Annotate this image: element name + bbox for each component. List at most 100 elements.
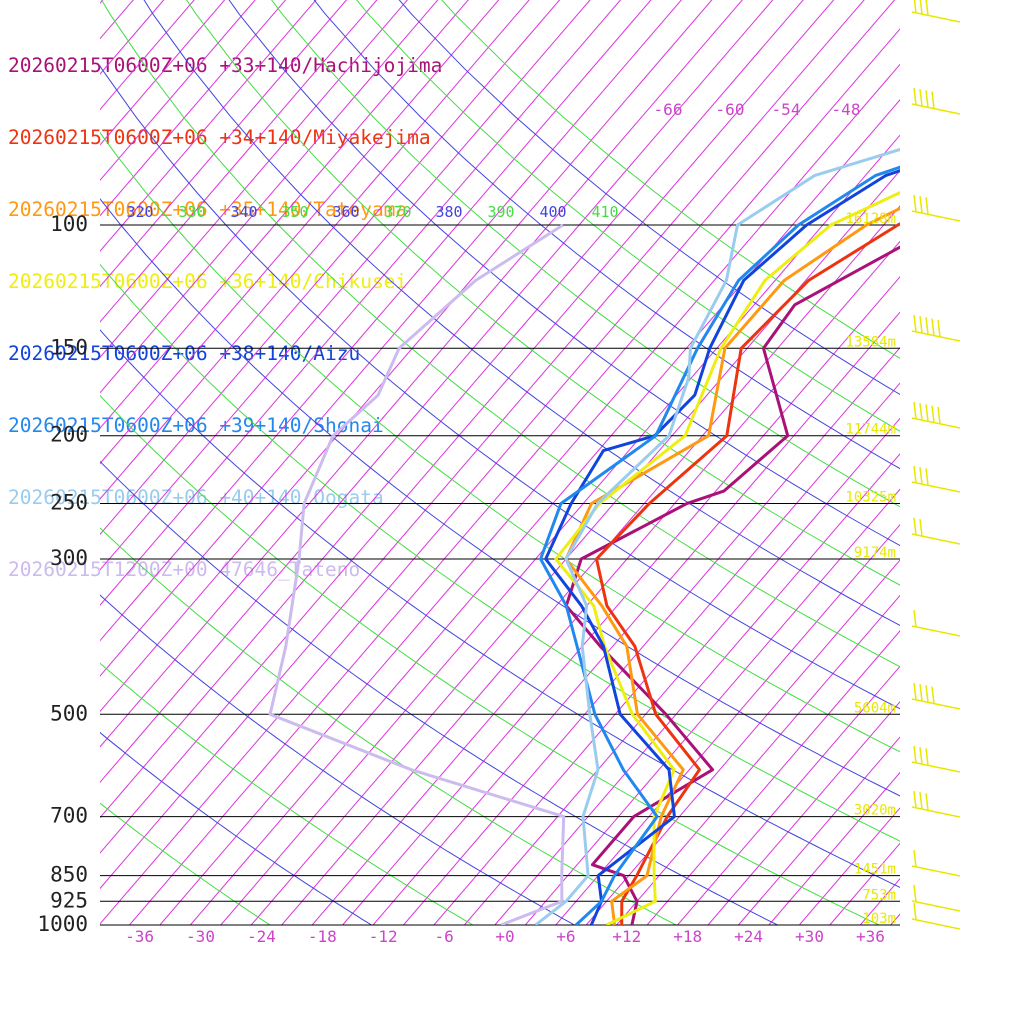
theta-line (100, 731, 372, 925)
profile-line (564, 206, 900, 925)
wind-barb-icon (937, 406, 941, 424)
height-label: 11744m (845, 422, 896, 438)
temp-tick-label: +0 (495, 927, 514, 946)
height-label: 16128m (845, 211, 896, 227)
wind-barb-icon (911, 806, 961, 818)
isotherm-line (464, 417, 900, 925)
theta-line (100, 594, 575, 925)
temp-tick-label: -24 (247, 927, 276, 946)
isotherm-line (100, 0, 408, 359)
isotherm-line (311, 240, 900, 925)
temp-tick-label: +36 (856, 927, 885, 946)
theta-label: 400 (539, 203, 566, 221)
isotherm-line (677, 665, 900, 925)
isotherm-line (100, 0, 713, 713)
theta-label: 410 (591, 203, 618, 221)
upper-temp-label: -66 (654, 100, 683, 119)
wind-barb-icon (911, 698, 961, 710)
temp-tick-label: +18 (673, 927, 702, 946)
isotherm-line (100, 0, 226, 146)
pressure-tick-100: 100 (50, 212, 88, 236)
wind-barb-icon (911, 900, 961, 912)
wind-barb-icon (919, 684, 923, 702)
wind-barb-icon (919, 403, 923, 421)
pressure-tick-300: 300 (50, 546, 88, 570)
temp-tick-label: -18 (308, 927, 337, 946)
isotherm-line (100, 0, 835, 854)
wind-barb-icon (925, 0, 929, 16)
profile-line (595, 222, 900, 925)
wind-barb-icon (913, 790, 917, 809)
pressure-tick-925: 925 (50, 888, 88, 912)
isotherm-line (859, 878, 900, 925)
theta-line (100, 198, 900, 797)
wind-barb-icon (919, 0, 923, 15)
isotherm-line (100, 0, 530, 500)
wind-barb-icon (911, 417, 961, 429)
temp-tick-label: +24 (734, 927, 763, 946)
isotherm-line (100, 0, 561, 536)
isotherm-line (159, 63, 900, 925)
wind-barb-icon (925, 468, 929, 486)
isotherm-line (798, 807, 900, 925)
isotherm-line (100, 0, 683, 677)
isotherm-line (433, 382, 900, 925)
isotherm-line (100, 0, 104, 5)
profile-line (268, 223, 566, 925)
wind-barb-icon (913, 884, 917, 903)
isotherm-line (100, 0, 743, 748)
theta-line (441, 0, 900, 359)
isotherm-line (100, 0, 500, 465)
isobars (100, 224, 900, 926)
wind-barb-icon (911, 330, 961, 342)
pressure-tick-700: 700 (50, 804, 88, 828)
temp-tick-label: -6 (434, 927, 453, 946)
wind-barb-icon (925, 404, 929, 422)
wind-barb-icon (913, 609, 917, 628)
isotherm-line (189, 99, 900, 925)
isotherm-line (0, 0, 239, 925)
isotherm-line (100, 0, 622, 606)
isotherm-line (100, 0, 134, 40)
pressure-tick-1000: 1000 (37, 912, 88, 936)
isotherm-line (100, 0, 591, 571)
theta-line (228, 0, 900, 547)
theta-line (313, 0, 900, 470)
legend-entry-tateyama: 20260215T0600Z+06 +35+140/Tateyama (8, 198, 408, 221)
isotherm-line (100, 0, 439, 394)
isotherm-line (952, 0, 1024, 925)
profile-line (564, 245, 900, 925)
isotherm-line (0, 0, 56, 925)
grid-lines (0, 0, 1024, 925)
legend-entry-miyakejima: 20260215T0600Z+06 +34+140/Miyakejima (8, 126, 431, 149)
wind-barb-icon (911, 918, 961, 930)
temp-tick-label: -12 (369, 927, 398, 946)
wind-barb-icon (913, 849, 917, 868)
wind-barb-icon (913, 682, 917, 701)
wind-barb-icon (911, 761, 961, 773)
isotherm-line (100, 0, 348, 288)
wind-barb-icon (911, 865, 961, 877)
height-label: 9174m (854, 545, 896, 561)
isotherm-line (0, 0, 26, 925)
wind-barb-icon (913, 194, 917, 213)
isotherm-line (707, 700, 900, 925)
isotherm-line (0, 0, 178, 925)
temp-tick-label: -36 (125, 927, 154, 946)
isotherm-line (646, 630, 900, 925)
wind-barb-icon (911, 210, 961, 222)
wind-barb-icon (919, 89, 923, 107)
isotherm-line (100, 0, 652, 642)
isotherm-line (1013, 0, 1024, 925)
height-label: 1451m (854, 862, 896, 878)
isotherm-line (585, 559, 900, 925)
isotherm-line (100, 0, 896, 925)
isotherm-line (524, 488, 900, 925)
profile-line (539, 165, 900, 925)
wind-barb-icon (911, 625, 961, 637)
wind-barb-icon (925, 317, 929, 335)
theta-line (100, 329, 900, 888)
profile-line (544, 169, 900, 925)
